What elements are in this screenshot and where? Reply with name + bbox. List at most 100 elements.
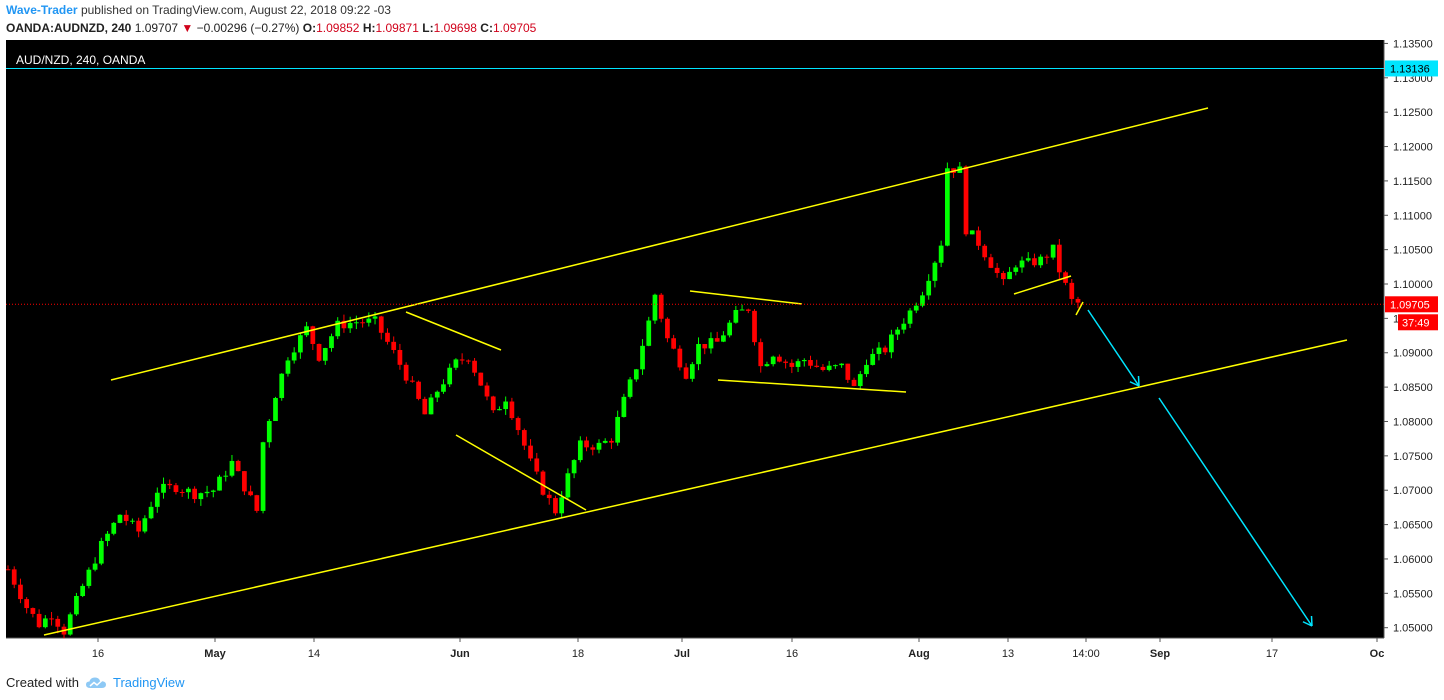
- triangle-bottom-line: [717, 379, 907, 393]
- x-tick-label: 14: [308, 648, 320, 660]
- x-tick-label: Jun: [450, 648, 470, 660]
- candle: [55, 615, 61, 634]
- high-label: H:: [362, 21, 376, 35]
- candle: [783, 359, 788, 369]
- y-tick-label: 1.10500: [1393, 245, 1433, 257]
- candle: [658, 293, 664, 323]
- candle: [422, 396, 428, 415]
- candle: [521, 428, 527, 450]
- candle: [173, 482, 179, 495]
- close-label: C:: [480, 21, 493, 35]
- candle: [385, 328, 390, 345]
- y-tick-label: 1.07000: [1393, 485, 1433, 497]
- down-triangle-icon: ▼: [181, 21, 194, 35]
- x-tick-label: Aug: [908, 648, 929, 660]
- candle: [335, 317, 341, 340]
- candle: [130, 518, 135, 524]
- candle: [994, 263, 1000, 278]
- low-value: 1.09698: [433, 21, 477, 35]
- symbol-info: OANDA:AUDNZD, 240 1.09707 ▼ −0.00296 (−0…: [6, 21, 536, 35]
- candle: [74, 592, 79, 616]
- candle: [789, 359, 795, 374]
- last-price: 1.09707: [134, 21, 179, 35]
- y-tick-label: 1.12500: [1393, 107, 1433, 119]
- candle: [864, 359, 869, 378]
- projection-arrow-1: [1087, 309, 1140, 387]
- high-value: 1.09871: [375, 21, 419, 35]
- candle: [671, 334, 676, 350]
- y-tick-label: 1.13500: [1393, 40, 1433, 50]
- author-link[interactable]: Wave-Trader: [6, 3, 78, 17]
- price-chart[interactable]: AUD/NZD, 240, OANDA 1.135001.130001.1250…: [6, 40, 1438, 668]
- candle: [484, 382, 490, 401]
- candle: [565, 468, 571, 500]
- candle: [329, 333, 334, 352]
- x-tick-label: May: [204, 648, 226, 660]
- candle: [478, 372, 484, 386]
- candle: [18, 578, 23, 604]
- candle: [882, 345, 888, 355]
- open-value: 1.09852: [316, 21, 360, 35]
- candle: [739, 304, 745, 311]
- candle: [689, 362, 695, 382]
- candle: [851, 377, 857, 387]
- tradingview-link[interactable]: TradingView: [112, 675, 185, 690]
- x-tick-label: 17: [1266, 648, 1278, 660]
- price-axis: [1384, 40, 1438, 668]
- candle: [553, 495, 558, 516]
- candle: [801, 358, 807, 367]
- candle: [932, 261, 938, 288]
- candle: [870, 348, 876, 366]
- y-tick-label: 1.10000: [1393, 279, 1433, 291]
- countdown-label: 37:49: [1402, 317, 1430, 329]
- candle: [279, 373, 285, 401]
- footer: Created with TradingView: [6, 675, 185, 690]
- candle: [192, 486, 197, 504]
- candle: [472, 357, 477, 377]
- candle: [770, 355, 776, 367]
- x-axis-ticks: 16 May 14 Jun 18 Jul 16 Aug 13 14:00 Sep 17 Oc: [92, 638, 1384, 660]
- candle: [839, 363, 844, 368]
- candle: [154, 487, 160, 513]
- candle: [963, 165, 969, 237]
- candle: [889, 329, 894, 359]
- candle: [907, 308, 913, 329]
- candle: [926, 274, 932, 300]
- candle: [217, 474, 222, 491]
- candle: [745, 308, 751, 314]
- published-text: published on TradingView.com, August 22,…: [80, 3, 391, 17]
- projection-arrow-2: [1158, 397, 1313, 627]
- candle: [229, 454, 235, 478]
- cloud-icon: [85, 677, 106, 688]
- lower-channel-line: [43, 339, 1348, 636]
- candle: [105, 531, 110, 547]
- candle: [6, 565, 11, 571]
- candle: [727, 320, 732, 338]
- countdown-box: [1398, 314, 1438, 331]
- y-tick-label: 1.12000: [1393, 142, 1433, 154]
- y-tick-label: 1.05500: [1393, 588, 1433, 600]
- candle: [36, 609, 42, 629]
- candle: [341, 314, 347, 333]
- candle: [708, 332, 714, 354]
- candle: [366, 312, 372, 327]
- price-change: −0.00296 (−0.27%): [196, 21, 300, 35]
- price-label-box: [1385, 296, 1438, 313]
- candle: [683, 363, 689, 380]
- upper-channel-line: [110, 107, 1209, 381]
- candle: [646, 316, 652, 347]
- candle: [913, 302, 919, 314]
- price-labels: 1.13136 1.09705 37:49: [6, 60, 1438, 331]
- candle: [111, 521, 117, 536]
- candle: [266, 418, 272, 448]
- candle: [621, 393, 627, 418]
- candle: [136, 517, 141, 538]
- candle: [540, 470, 546, 496]
- candle: [186, 486, 191, 499]
- time-axis: [6, 638, 1384, 668]
- candle: [161, 477, 166, 499]
- y-tick-label: 1.11000: [1393, 210, 1432, 222]
- candle: [285, 357, 291, 377]
- candle: [428, 393, 434, 415]
- candle: [49, 611, 54, 626]
